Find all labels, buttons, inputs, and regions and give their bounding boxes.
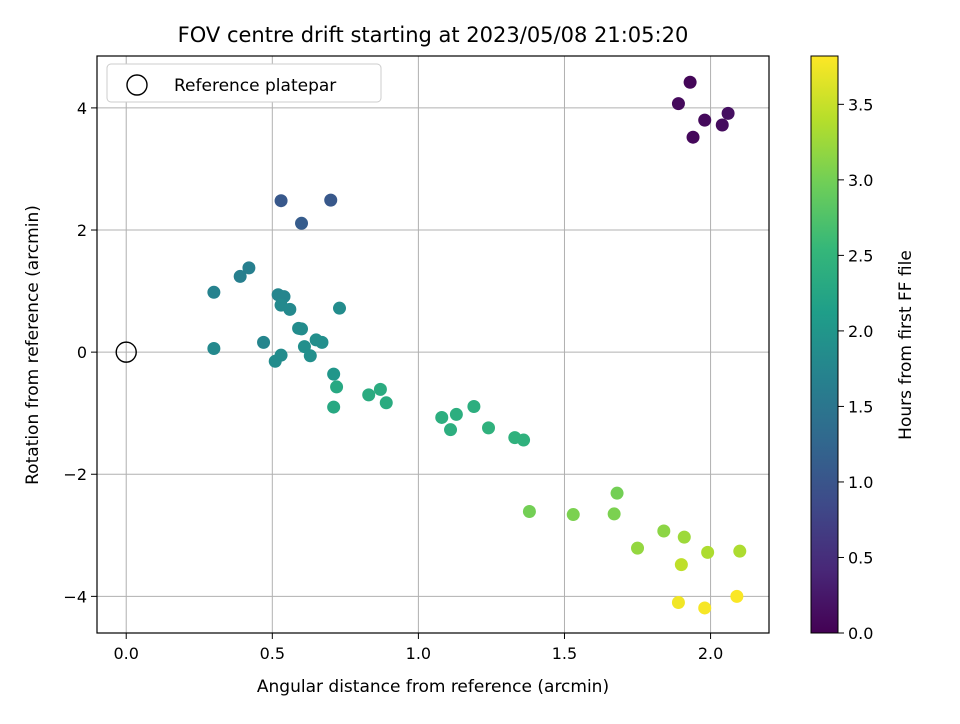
data-point <box>671 595 685 609</box>
colorbar-tick-label: 3.5 <box>848 95 873 114</box>
data-point <box>333 301 347 315</box>
colorbar-tick-label: 0.0 <box>848 624 873 643</box>
data-point <box>566 508 580 522</box>
data-point <box>379 396 393 410</box>
data-point <box>733 544 747 558</box>
data-point <box>315 335 329 349</box>
data-point <box>324 193 338 207</box>
data-point <box>522 504 536 518</box>
data-point <box>295 216 309 230</box>
colorbar-tick-label: 1.0 <box>848 473 873 492</box>
y-axis-label: Rotation from reference (arcmin) <box>23 205 43 485</box>
colorbar-label: Hours from first FF file <box>896 250 916 440</box>
data-point <box>657 524 671 538</box>
x-tick-label: 1.5 <box>552 644 577 663</box>
legend-marker-reference <box>126 74 148 96</box>
data-point <box>517 433 531 447</box>
data-point <box>730 589 744 603</box>
data-point <box>686 130 700 144</box>
data-point <box>362 388 376 402</box>
data-point <box>257 335 271 349</box>
data-point <box>327 367 341 381</box>
data-points <box>207 75 747 615</box>
data-point <box>444 423 458 437</box>
data-point <box>701 545 715 559</box>
data-point <box>721 106 735 120</box>
data-point <box>435 410 449 424</box>
data-point <box>327 400 341 414</box>
plot-area: 0.0 0.5 1.0 1.5 2.0 −4 −2 0 2 4 <box>63 55 770 663</box>
reference-marker-layer <box>115 341 137 363</box>
x-tick-label: 0.0 <box>113 644 138 663</box>
x-axis-label: Angular distance from reference (arcmin) <box>257 677 609 697</box>
data-point <box>674 558 688 572</box>
data-point <box>610 486 624 500</box>
axes-frame <box>96 55 770 634</box>
data-point <box>330 380 344 394</box>
y-axis-ticks: −4 −2 0 2 4 <box>63 99 97 606</box>
y-tick-label: 0 <box>77 343 87 362</box>
data-point <box>303 349 317 363</box>
data-point <box>715 118 729 132</box>
colorbar-tick-label: 0.5 <box>848 548 873 567</box>
data-point <box>207 341 221 355</box>
legend: Reference platepar <box>106 63 382 103</box>
colorbar-tick-label: 2.0 <box>848 322 873 341</box>
data-point <box>467 399 481 413</box>
data-point <box>449 407 463 421</box>
y-tick-label: −4 <box>63 587 87 606</box>
data-point <box>373 382 387 396</box>
x-axis-ticks: 0.0 0.5 1.0 1.5 2.0 <box>113 633 723 663</box>
data-point <box>233 269 247 283</box>
data-point <box>482 421 496 435</box>
x-tick-label: 0.5 <box>260 644 285 663</box>
colorbar-tick-label: 1.5 <box>848 397 873 416</box>
reference-platepar-marker <box>115 341 137 363</box>
data-point <box>268 354 282 368</box>
data-point <box>683 75 697 89</box>
data-point <box>207 285 221 299</box>
data-point <box>242 261 256 275</box>
data-point <box>283 302 297 316</box>
y-tick-label: −2 <box>63 465 87 484</box>
data-point <box>274 194 288 208</box>
chart-title: FOV centre drift starting at 2023/05/08 … <box>178 23 689 47</box>
legend-box <box>106 63 382 103</box>
data-point <box>698 601 712 615</box>
legend-entry-reference-platepar: Reference platepar <box>174 76 336 96</box>
colorbar-ticks: 0.0 0.5 1.0 1.5 2.0 2.5 3.0 3.5 <box>838 95 873 643</box>
data-point <box>677 530 691 544</box>
colorbar: 0.0 0.5 1.0 1.5 2.0 2.5 3.0 3.5 Hours from firs… <box>810 55 916 643</box>
data-point <box>295 322 309 336</box>
colorbar-tick-label: 3.0 <box>848 171 873 190</box>
data-point <box>698 113 712 127</box>
colorbar-tick-label: 2.5 <box>848 246 873 265</box>
colorbar-gradient <box>810 55 839 634</box>
y-tick-label: 4 <box>77 99 87 118</box>
data-point <box>671 97 685 111</box>
data-point <box>631 541 645 555</box>
x-tick-label: 2.0 <box>698 644 723 663</box>
data-point <box>607 507 621 521</box>
y-tick-label: 2 <box>77 221 87 240</box>
x-tick-label: 1.0 <box>406 644 431 663</box>
